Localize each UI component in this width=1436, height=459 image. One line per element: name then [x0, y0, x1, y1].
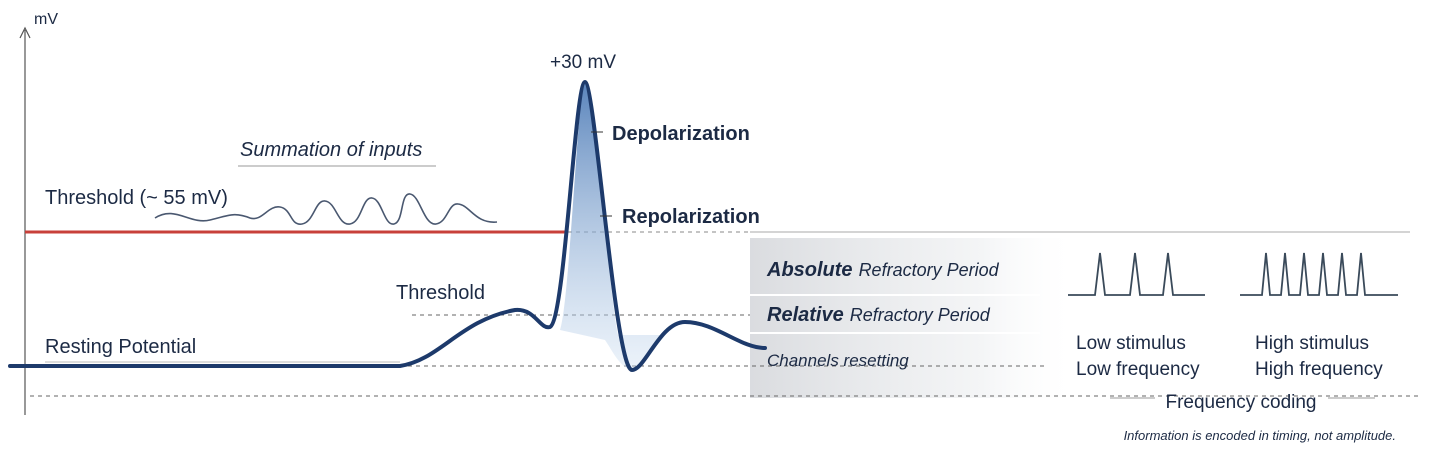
high-line1: High stimulus	[1255, 333, 1369, 354]
peak-label: +30 mV	[550, 52, 616, 73]
low-line1: Low stimulus	[1076, 333, 1186, 354]
emphasis: Relative	[767, 304, 844, 326]
input-wave	[154, 193, 498, 225]
resetting-label: Channels resetting	[767, 351, 909, 370]
high-line2: High frequency	[1255, 359, 1383, 380]
depolarization-label: Depolarization	[612, 123, 750, 145]
threshold-label: Threshold	[396, 282, 485, 304]
repolarization-label: Repolarization	[622, 206, 760, 228]
absolute-label: Absolute Refractory Period	[766, 259, 1000, 281]
label-rest: Refractory Period	[859, 260, 1000, 280]
spike-fill	[560, 82, 665, 371]
low-frequency-train	[1068, 252, 1205, 296]
axis-label: mV	[34, 11, 58, 28]
frequency-note: Information is encoded in timing, not am…	[1124, 428, 1396, 443]
high-frequency-train	[1240, 252, 1398, 296]
axis-arrow	[19, 26, 31, 39]
relative-label: Relative Refractory Period	[767, 304, 991, 326]
emphasis: Absolute	[766, 259, 853, 281]
refractory-panel	[750, 238, 1080, 398]
low-line2: Low frequency	[1076, 359, 1200, 380]
label-rest: Refractory Period	[850, 305, 991, 325]
action-potential	[8, 79, 767, 373]
summation-label: Summation of inputs	[240, 139, 422, 161]
frequency-title: Frequency coding	[1165, 392, 1316, 413]
threshold-line-label: Threshold (~ 55 mV)	[45, 187, 228, 209]
resting-label: Resting Potential	[45, 336, 196, 358]
